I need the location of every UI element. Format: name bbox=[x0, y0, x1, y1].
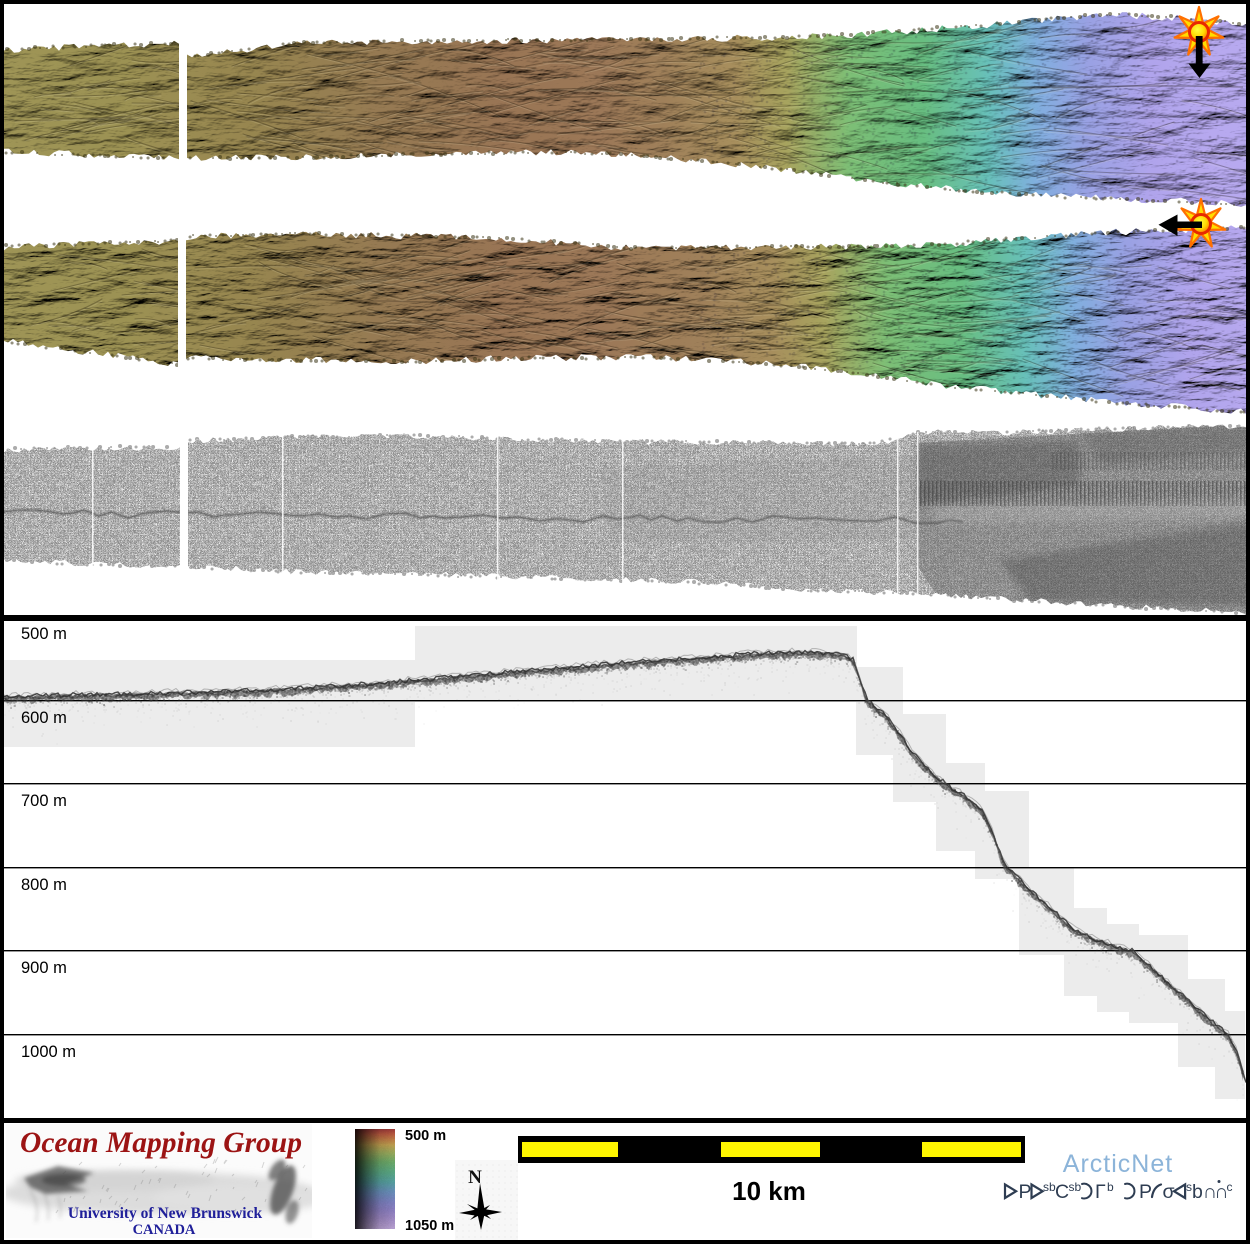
svg-text:N: N bbox=[468, 1167, 482, 1188]
svg-text:500 m: 500 m bbox=[21, 625, 67, 643]
svg-text:1050 m: 1050 m bbox=[405, 1218, 454, 1234]
svg-text:University of New Brunswick: University of New Brunswick bbox=[68, 1205, 263, 1222]
svg-text:∩: ∩ bbox=[1215, 1181, 1229, 1203]
svg-text:C: C bbox=[1055, 1181, 1069, 1203]
svg-text:CANADA: CANADA bbox=[133, 1222, 196, 1238]
svg-text:c: c bbox=[1227, 1180, 1233, 1194]
svg-text:P: P bbox=[1019, 1181, 1032, 1203]
svg-text:b: b bbox=[1107, 1180, 1114, 1194]
svg-text:500 m: 500 m bbox=[405, 1128, 446, 1144]
svg-text:sb: sb bbox=[1069, 1180, 1082, 1194]
svg-text:σ: σ bbox=[1163, 1181, 1175, 1203]
svg-text:Γ: Γ bbox=[1095, 1181, 1106, 1203]
svg-text:800 m: 800 m bbox=[21, 876, 67, 894]
svg-text:600 m: 600 m bbox=[21, 709, 67, 727]
svg-text:∩: ∩ bbox=[1203, 1181, 1217, 1203]
svg-text:b: b bbox=[1192, 1181, 1203, 1203]
svg-text:10 km: 10 km bbox=[732, 1176, 806, 1206]
svg-text:700 m: 700 m bbox=[21, 792, 67, 810]
svg-text:1000 m: 1000 m bbox=[21, 1043, 76, 1061]
svg-text:Ocean Mapping Group: Ocean Mapping Group bbox=[20, 1127, 302, 1159]
svg-text:s: s bbox=[1186, 1180, 1192, 1194]
svg-text:900 m: 900 m bbox=[21, 959, 67, 977]
svg-text:sb: sb bbox=[1043, 1180, 1056, 1194]
svg-text:ArcticNet: ArcticNet bbox=[1063, 1150, 1173, 1178]
svg-text:P: P bbox=[1139, 1181, 1152, 1203]
